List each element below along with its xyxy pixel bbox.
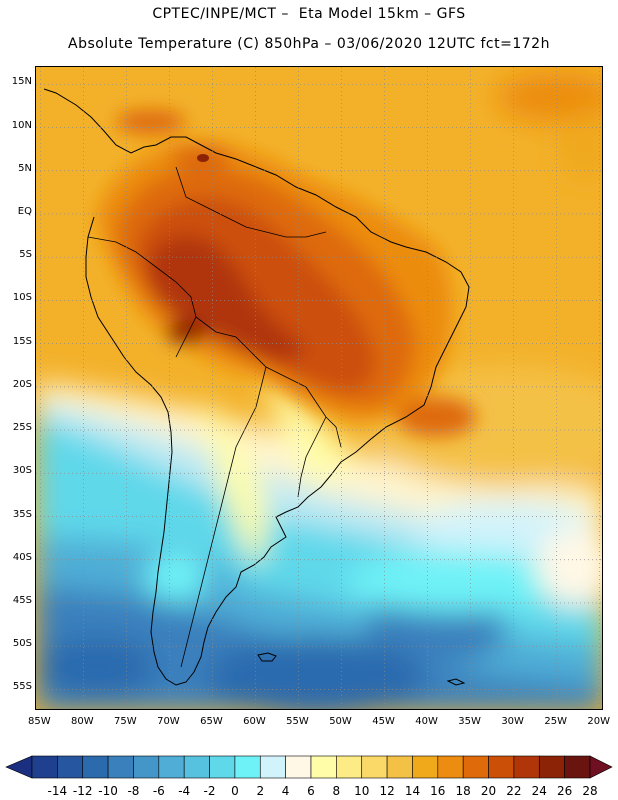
latitude-label: 25S xyxy=(12,422,32,434)
latitude-label: 30S xyxy=(12,465,32,477)
colorbar-swatch xyxy=(437,755,464,779)
longitude-label: 65W xyxy=(200,716,223,727)
longitude-label: 35W xyxy=(458,716,481,727)
coastline xyxy=(43,88,470,686)
longitude-label: 80W xyxy=(71,716,94,727)
south-georgia xyxy=(446,678,466,686)
colorbar-tick-label: -8 xyxy=(127,784,140,798)
longitude-label: 70W xyxy=(157,716,180,727)
colorbar-swatch xyxy=(538,755,565,779)
colorbar-tick-label: 26 xyxy=(556,784,573,798)
longitude-label: 50W xyxy=(329,716,352,727)
colorbar-swatch xyxy=(234,755,261,779)
colorbar-swatch xyxy=(133,755,160,779)
colorbar-swatch xyxy=(158,755,185,779)
colorbar xyxy=(5,755,613,779)
longitude-label: 25W xyxy=(544,716,567,727)
colorbar-tick-label: 8 xyxy=(332,784,341,798)
colorbar-tick-label: 2 xyxy=(256,784,265,798)
colorbar-tick-label: 24 xyxy=(531,784,547,798)
longitude-label: 30W xyxy=(501,716,524,727)
colorbar-tick-label: -10 xyxy=(98,784,118,798)
colorbar-tick-label: 14 xyxy=(404,784,421,798)
longitude-label: 40W xyxy=(415,716,438,727)
colorbar-swatch xyxy=(412,755,439,779)
colorbar-swatch xyxy=(462,755,489,779)
colorbar-swatch xyxy=(82,755,109,779)
colorbar-swatch xyxy=(285,755,312,779)
latitude-label: 15N xyxy=(11,76,32,88)
colorbar-tick-label: -14 xyxy=(47,784,68,798)
colorbar-swatch xyxy=(259,755,286,779)
latitude-label: 5S xyxy=(19,249,32,261)
latitude-label: 15S xyxy=(12,335,32,347)
colorbar-swatch xyxy=(386,755,413,779)
colorbar-swatch xyxy=(31,755,58,779)
colorbar-tick-label: -12 xyxy=(72,784,93,798)
colorbar-tick-label: 18 xyxy=(455,784,471,798)
colorbar-swatch xyxy=(361,755,388,779)
latitude-label: 10N xyxy=(11,119,32,131)
longitude-label: 45W xyxy=(372,716,395,727)
longitude-label: 85W xyxy=(27,716,51,727)
longitude-label: 60W xyxy=(243,716,266,727)
colorbar-underflow-arrow xyxy=(5,755,33,779)
colorbar-swatch xyxy=(310,755,337,779)
southern-cold-field xyxy=(36,72,602,709)
colorbar-swatch xyxy=(564,755,591,779)
map-canvas xyxy=(36,67,602,709)
colorbar-tick-label: 10 xyxy=(354,784,370,798)
map-title-line1: CPTEC/INPE/MCT – Eta Model 15km – GFS xyxy=(152,6,466,22)
colorbar-tick-label: 6 xyxy=(307,784,315,798)
colorbar-tick-label: -2 xyxy=(203,784,216,798)
colorbar-overflow-arrow xyxy=(589,755,613,779)
colorbar-swatch xyxy=(57,755,84,779)
latitude-label: 50S xyxy=(12,638,32,650)
latitude-label: 20S xyxy=(12,378,32,390)
longitude-label: 75W xyxy=(114,716,137,727)
colorbar-tick-label: 4 xyxy=(281,784,290,798)
colorbar-tick-label: -4 xyxy=(178,784,191,798)
colorbar-tick-label: 12 xyxy=(379,784,395,798)
latitude-label: 40S xyxy=(12,551,32,563)
colorbar-swatch xyxy=(183,755,210,779)
hotspot xyxy=(197,154,209,162)
latitude-label: EQ xyxy=(17,205,32,217)
colorbar-tick-label: 0 xyxy=(231,784,239,798)
latitude-label: 45S xyxy=(12,594,32,606)
temperature-map xyxy=(35,66,603,710)
colorbar-swatch xyxy=(488,755,515,779)
longitude-label: 55W xyxy=(286,716,309,727)
colorbar-tick-label: 22 xyxy=(506,784,522,798)
longitude-label: 20W xyxy=(587,716,610,727)
map-title-line2: Absolute Temperature (C) 850hPa – 03/06/… xyxy=(68,36,550,52)
latitude-label: 55S xyxy=(12,681,32,693)
colorbar-tick-label: 28 xyxy=(582,784,598,798)
colorbar-tick-label: 20 xyxy=(480,784,497,798)
colorbar-swatch xyxy=(513,755,540,779)
falkland-islands xyxy=(257,652,277,662)
colorbar-swatch xyxy=(336,755,363,779)
borders xyxy=(87,166,342,668)
colorbar-tick-label: -6 xyxy=(152,784,165,798)
colorbar-swatch xyxy=(107,755,134,779)
latitude-label: 5N xyxy=(18,162,32,174)
colorbar-tick-label: 16 xyxy=(430,784,446,798)
continental-warm-field xyxy=(96,110,476,437)
graticule xyxy=(36,67,602,709)
latitude-label: 35S xyxy=(12,508,32,520)
colorbar-swatch xyxy=(209,755,236,779)
latitude-label: 10S xyxy=(12,292,32,304)
